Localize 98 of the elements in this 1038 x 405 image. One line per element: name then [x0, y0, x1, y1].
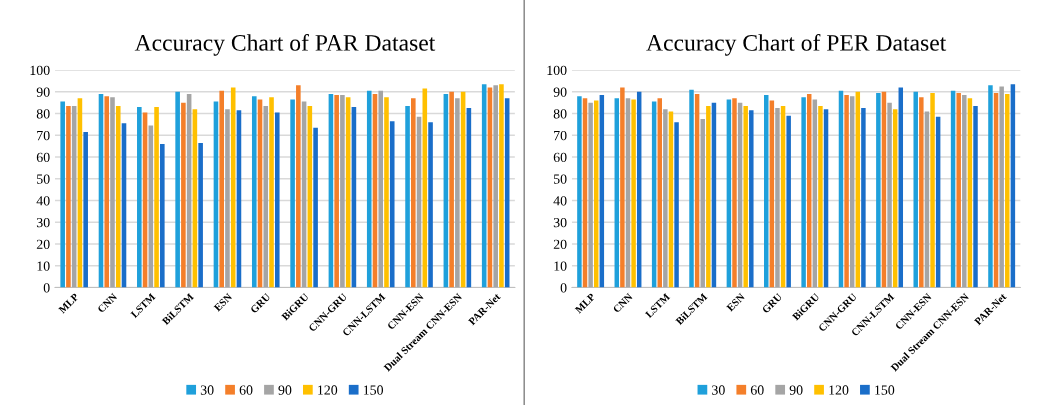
bar [334, 95, 339, 288]
bar [181, 102, 186, 288]
y-tick-label: 70 [37, 130, 50, 141]
bar [775, 108, 780, 288]
y-tick-label: 100 [547, 65, 567, 76]
bar [110, 97, 115, 288]
bar [66, 105, 71, 288]
bar [743, 105, 748, 288]
bar [422, 88, 428, 288]
bar [137, 107, 142, 288]
bar [269, 97, 274, 288]
bar [83, 132, 88, 288]
bar [700, 119, 705, 288]
legend-label: 120 [318, 385, 338, 395]
bar [405, 105, 410, 288]
y-tick-label: 10 [554, 261, 567, 271]
y-tick-label: 100 [30, 65, 50, 76]
bar [313, 127, 318, 288]
bar [104, 96, 110, 288]
y-tick-label: 20 [36, 239, 50, 250]
bar [786, 115, 791, 288]
bar [449, 91, 454, 288]
y-tick-label: 70 [554, 130, 567, 141]
bar [620, 87, 625, 288]
bar [689, 89, 694, 288]
bar [818, 105, 823, 288]
bar [887, 102, 892, 288]
bar [588, 102, 593, 288]
bar [219, 90, 224, 288]
bar [577, 96, 582, 288]
bar [876, 92, 881, 288]
y-tick-label: 0 [43, 283, 50, 293]
bar [749, 110, 754, 288]
bar [175, 91, 180, 288]
legend-label: 120 [829, 385, 849, 395]
legend-label: 90 [789, 385, 803, 395]
bar [366, 90, 372, 288]
bar [706, 105, 711, 288]
bar [160, 144, 165, 288]
y-tick-label: 10 [37, 261, 50, 271]
bar [274, 112, 280, 288]
bar [861, 108, 866, 288]
bar [455, 98, 460, 288]
bar [956, 92, 961, 288]
bar [930, 92, 935, 288]
y-tick-label: 60 [553, 152, 567, 163]
bar [389, 121, 395, 288]
legend-label: 90 [278, 385, 292, 395]
y-tick-label: 50 [554, 174, 567, 184]
legend-label: 60 [750, 385, 764, 395]
bar [198, 142, 203, 288]
bar [962, 95, 967, 288]
bar [115, 105, 121, 288]
y-tick-label: 50 [37, 174, 50, 184]
y-tick-label: 90 [553, 87, 567, 97]
y-tick-label: 60 [36, 152, 50, 163]
legend-label: 30 [712, 385, 725, 395]
bar [60, 101, 65, 288]
chart-title: Accuracy Chart of PER Dataset [646, 34, 947, 56]
bar [263, 105, 269, 288]
bar [663, 109, 668, 288]
bar [801, 97, 806, 288]
y-tick-label: 80 [553, 109, 567, 119]
y-tick-label: 40 [36, 196, 50, 206]
bar [674, 122, 679, 288]
bar [988, 85, 993, 288]
bar [154, 107, 159, 288]
bar [732, 98, 737, 288]
legend-label: 30 [200, 385, 214, 395]
bar [225, 109, 230, 288]
bar [999, 86, 1004, 288]
legend-label: 150 [875, 385, 895, 395]
y-tick-label: 20 [553, 239, 567, 250]
y-tick-label: 30 [36, 217, 50, 228]
bar [251, 96, 257, 288]
bar [378, 90, 384, 288]
bar [428, 122, 433, 288]
y-tick-label: 0 [560, 283, 567, 293]
bar [296, 85, 301, 288]
y-tick-label: 80 [36, 109, 50, 119]
bar [290, 99, 295, 288]
bar [411, 98, 416, 288]
bar [493, 85, 498, 288]
y-tick-label: 40 [553, 196, 567, 206]
y-tick-label: 30 [553, 217, 567, 228]
legend-label: 150 [363, 385, 384, 395]
bar [913, 91, 918, 288]
bar [919, 97, 924, 288]
bar [844, 95, 849, 288]
bar [340, 95, 345, 288]
legend-label: 60 [239, 385, 253, 395]
bar [1005, 93, 1010, 288]
y-tick-label: 90 [36, 87, 50, 97]
bar [973, 105, 978, 288]
bar [499, 84, 504, 288]
chart-title: Accuracy Chart of PAR Dataset [134, 34, 436, 56]
bar [384, 97, 389, 288]
bar [631, 99, 636, 288]
